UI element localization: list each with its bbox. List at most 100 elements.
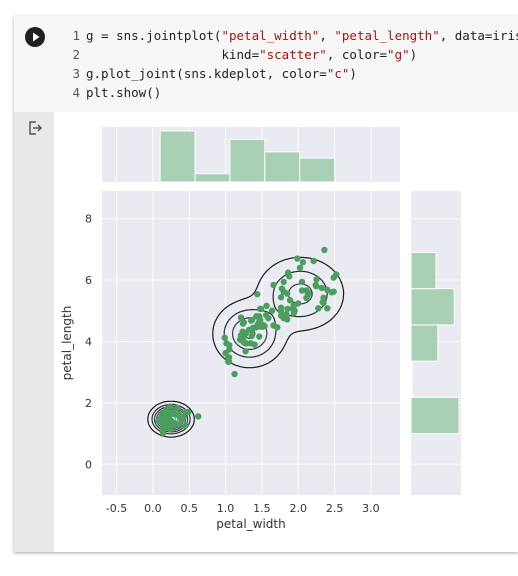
code-line[interactable]: 4 plt.show(): [58, 83, 518, 102]
line-number: 1: [72, 28, 80, 43]
scatter-point: [166, 403, 174, 410]
scatter-point: [240, 319, 248, 326]
scatter-point: [248, 332, 255, 340]
code-token: g = sns.jointplot(: [86, 28, 222, 43]
scatter-point: [296, 264, 304, 271]
code-token: plt.show(): [86, 85, 162, 100]
scatter-point: [231, 370, 238, 378]
scatter-point: [259, 321, 266, 329]
code-string: "scatter": [259, 47, 327, 62]
code-token: kind=: [86, 47, 260, 62]
scatter-point: [324, 305, 331, 312]
y-axis-label: petal_length: [60, 306, 74, 381]
y-tick-label: 4: [85, 335, 92, 348]
line-number: 3: [72, 66, 80, 81]
code-token: , data=iris,: [439, 28, 518, 43]
output-gutter: [14, 112, 54, 552]
y-tick-label: 8: [85, 213, 92, 226]
y-tick-label: 2: [85, 397, 92, 410]
histogram-bar-x: [299, 157, 336, 183]
scatter-point: [257, 305, 265, 313]
scatter-point: [274, 324, 281, 331]
histogram-bar-y: [410, 360, 413, 398]
code-string: "g": [387, 47, 410, 62]
scatter-point: [318, 284, 325, 292]
scatter-point: [195, 413, 202, 420]
x-tick-label: 3.0: [362, 502, 380, 515]
scatter-point: [333, 271, 340, 278]
code-line[interactable]: 1 g = sns.jointplot("petal_width", "petal…: [58, 26, 518, 45]
code-string: "c": [326, 66, 350, 81]
code-line[interactable]: 3 g.plot_joint(sns.kdeplot, color="c"): [58, 64, 518, 83]
scatter-point: [310, 257, 317, 265]
code-text[interactable]: 1 g = sns.jointplot("petal_width", "petal…: [58, 26, 518, 102]
scatter-point: [315, 305, 322, 312]
line-number: 4: [72, 85, 80, 100]
scatter-point: [242, 348, 249, 355]
histogram-bar-x: [194, 173, 231, 183]
code-editor[interactable]: 1 g = sns.jointplot("petal_width", "petal…: [14, 16, 518, 112]
scatter-point: [289, 305, 296, 313]
histogram-bar-x: [159, 130, 196, 183]
x-tick-label: 1.0: [217, 502, 235, 515]
scatter-point: [185, 408, 192, 416]
scatter-point: [265, 314, 272, 322]
scatter-point: [303, 294, 310, 302]
scatter-point: [270, 281, 277, 289]
scatter-point: [321, 246, 328, 254]
scatter-point: [299, 259, 307, 266]
x-tick-label: 1.5: [253, 502, 271, 515]
scatter-point: [162, 421, 169, 429]
scatter-point: [283, 290, 291, 297]
scatter-point: [268, 307, 276, 314]
code-string: "petal_width": [221, 28, 320, 43]
scatter-point: [166, 426, 174, 433]
x-tick-label: 0.5: [180, 502, 198, 515]
histogram-bar-y: [410, 396, 460, 435]
scatter-point: [277, 304, 285, 311]
code-token: g.plot_joint(sns.kdeplot, color=: [86, 66, 327, 81]
scatter-point: [283, 316, 291, 323]
cell-output: -0.5 0.0 0.5 1.0 1.5 2.0 2.5 3.0 0 2 4 6 8 petal_widt…: [14, 112, 518, 552]
histogram-bar-x: [264, 151, 301, 183]
scatter-point: [277, 294, 285, 301]
scatter-point: [237, 314, 245, 321]
scatter-point: [312, 281, 319, 289]
histogram-bar-x: [229, 138, 266, 183]
scatter-point: [284, 305, 291, 313]
x-axis-label: petal_width: [216, 517, 285, 531]
scatter-point: [305, 289, 312, 297]
scatter-point: [174, 404, 181, 411]
scatter-point: [239, 337, 247, 345]
scatter-point: [263, 302, 270, 310]
scatter-point: [330, 288, 337, 295]
scatter-point: [177, 414, 184, 421]
jointplot-figure: -0.5 0.0 0.5 1.0 1.5 2.0 2.5 3.0 0 2 4 6 8 petal_widt…: [60, 127, 461, 531]
notebook-cell: 1 g = sns.jointplot("petal_width", "petal…: [14, 16, 518, 552]
scatter-point: [159, 429, 167, 437]
scatter-point: [221, 334, 228, 341]
play-icon: [33, 32, 40, 42]
scatter-point: [242, 330, 249, 337]
scatter-point: [295, 300, 302, 307]
y-tick-label: 6: [85, 274, 92, 287]
scatter-point: [294, 255, 301, 262]
scatter-point: [313, 276, 320, 283]
scatter-point: [320, 294, 327, 302]
scatter-point: [286, 297, 294, 304]
scatter-point: [175, 421, 183, 428]
code-string: "petal_length": [334, 28, 440, 43]
output-icon[interactable]: [27, 120, 43, 136]
scatter-point: [222, 349, 229, 357]
code-line[interactable]: 2 kind="scatter", color="g"): [58, 45, 518, 64]
histogram-bar-y: [410, 251, 437, 290]
x-tick-label: -0.5: [106, 502, 127, 515]
scatter-point: [167, 417, 175, 424]
histogram-bar-y: [410, 324, 439, 362]
scatter-point: [277, 312, 285, 319]
run-cell-button[interactable]: [25, 27, 45, 47]
code-token: ,: [319, 28, 335, 43]
x-tick-label: 2.5: [326, 502, 344, 515]
line-number: 2: [72, 47, 80, 62]
scatter-point: [283, 311, 290, 318]
